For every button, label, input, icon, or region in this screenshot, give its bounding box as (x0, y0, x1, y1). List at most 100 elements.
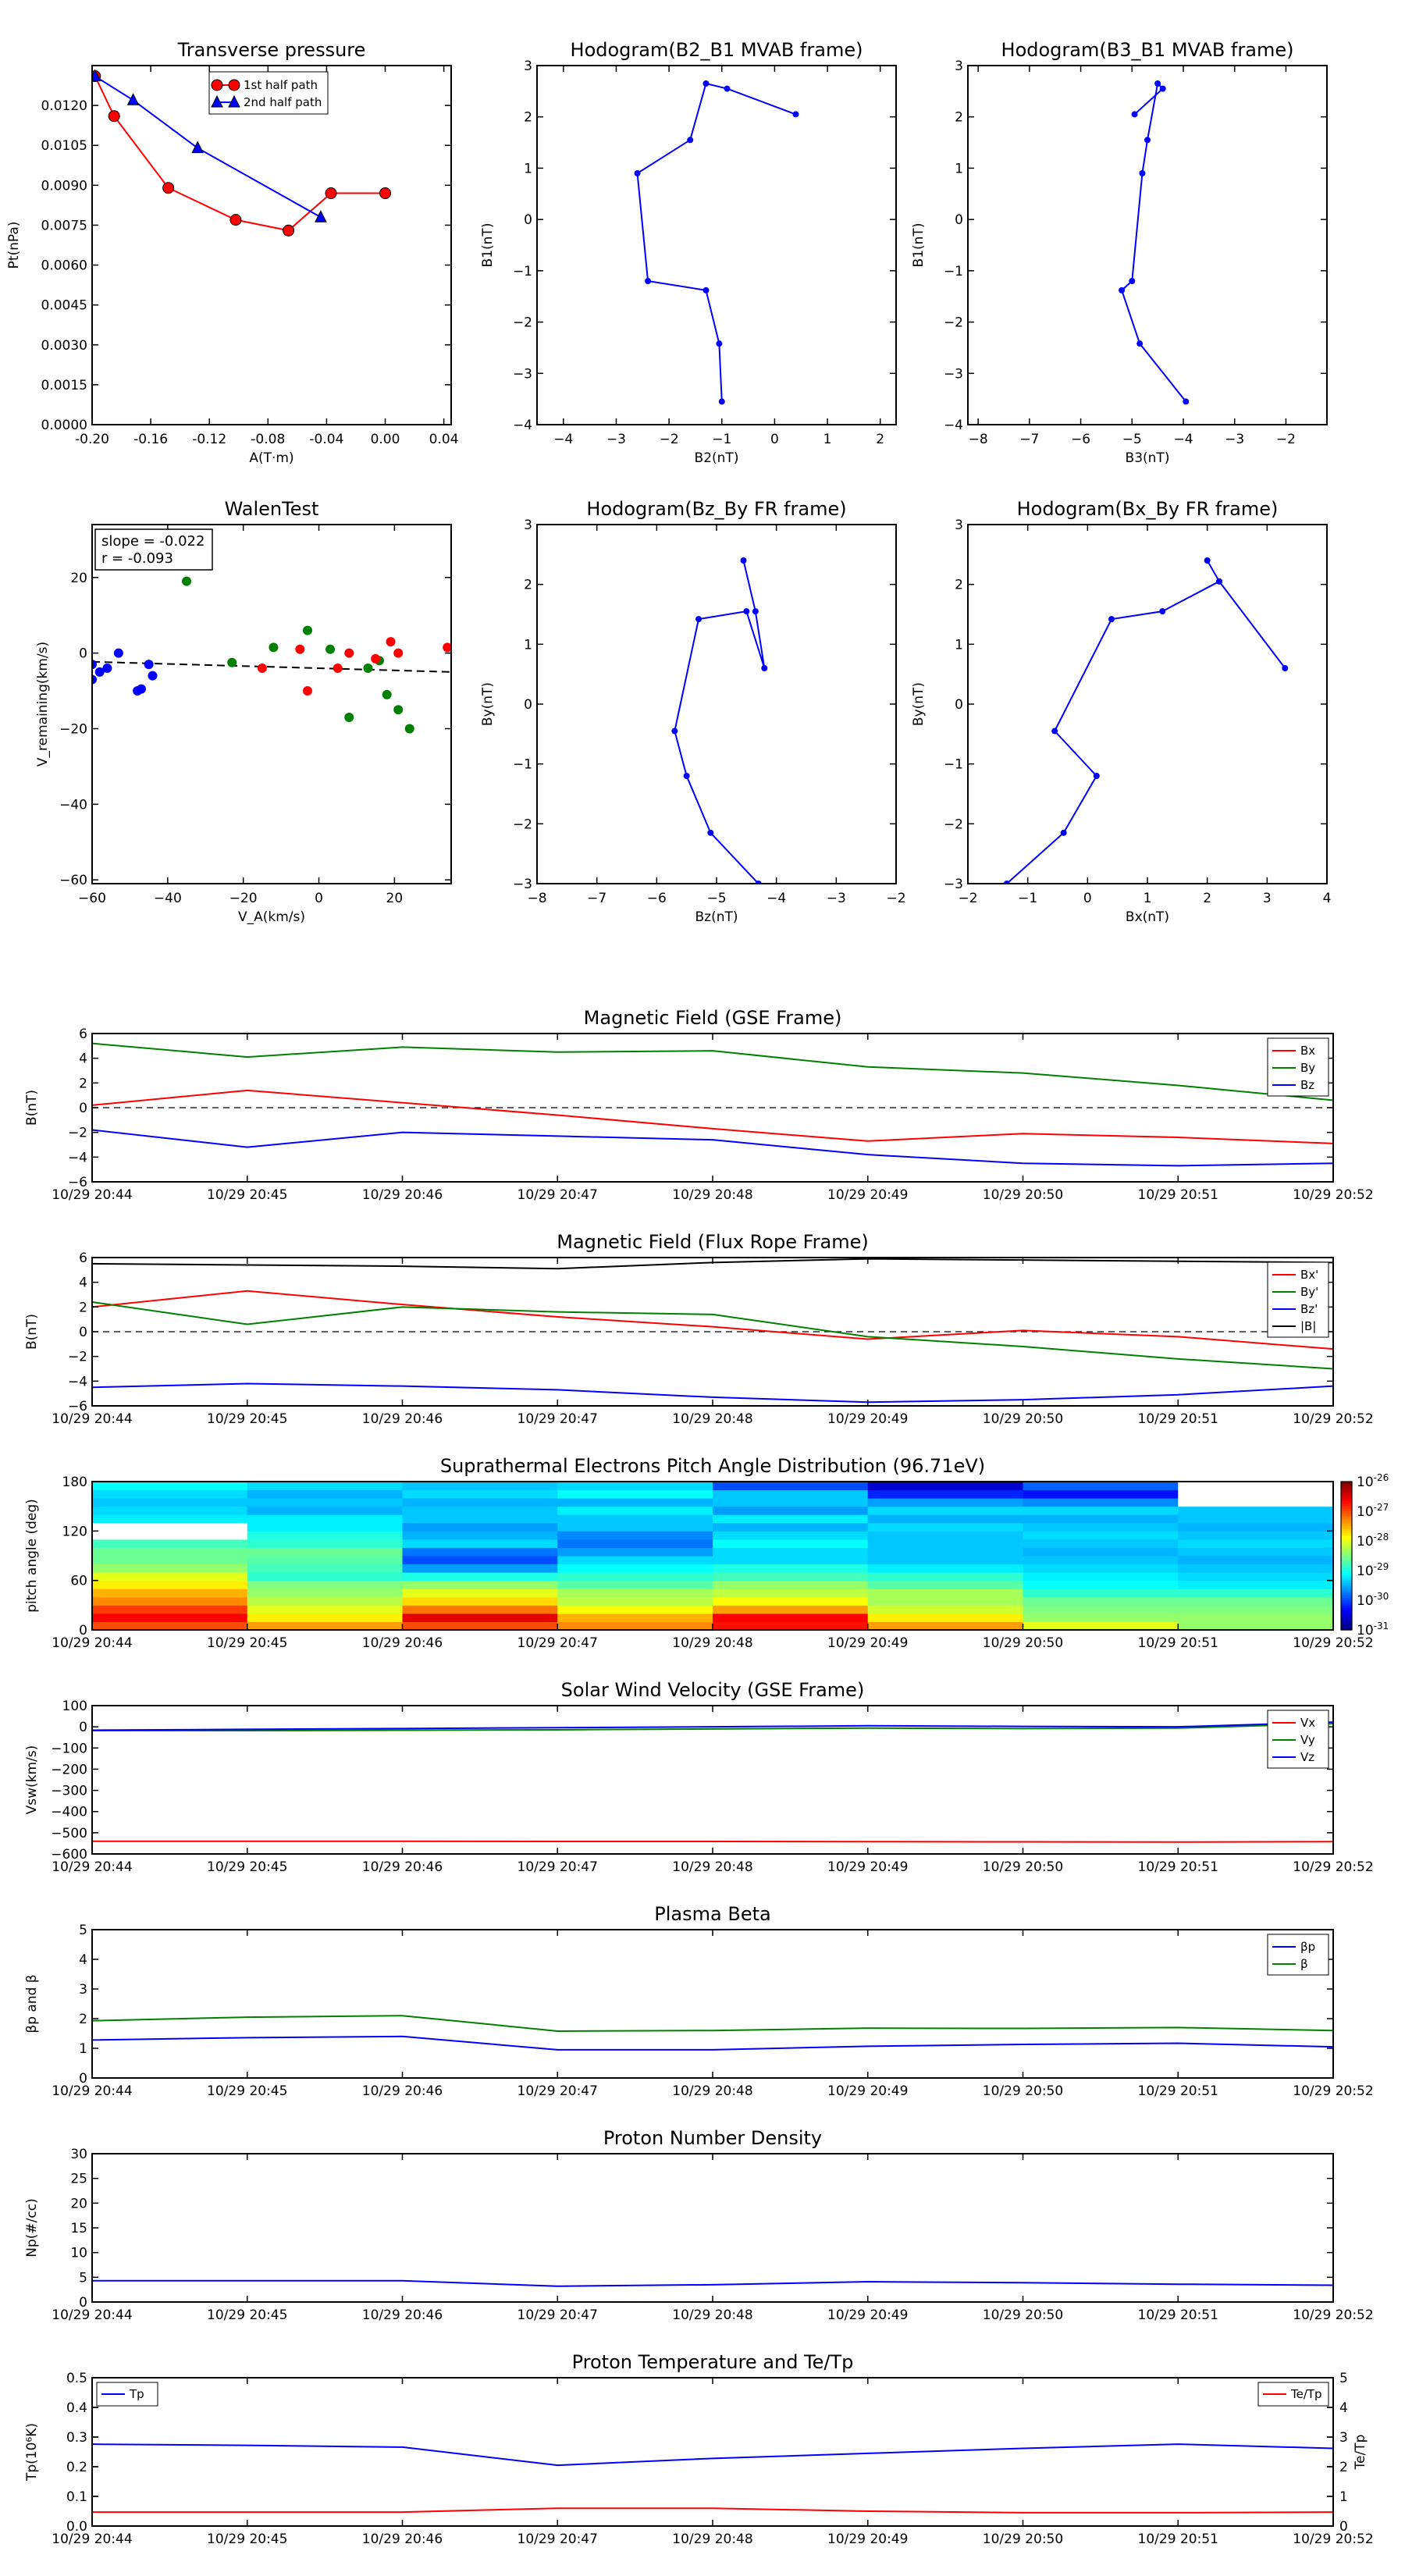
plot-frame (91, 1929, 1334, 2079)
heatmap-cell (1178, 1556, 1334, 1565)
series-line (674, 560, 766, 884)
legend-label: |B| (1300, 1319, 1316, 1333)
y-tick-label: 30 (70, 2147, 87, 2162)
heatmap-cell (867, 1564, 1023, 1573)
data-point (393, 705, 404, 715)
y-tick-label: 3 (524, 59, 532, 74)
data-point (144, 660, 154, 670)
x-tick-label: 10/29 20:48 (672, 2083, 752, 2099)
colorbar-label-base: 10 (1357, 1504, 1374, 1520)
heatmap-cell (867, 1522, 1023, 1532)
colorbar-segment (1341, 1558, 1352, 1561)
heatmap-cell (867, 1613, 1023, 1622)
x-tick-label: 10/29 20:49 (827, 2083, 908, 2099)
x-tick-label: −6 (1071, 432, 1090, 447)
heatmap-cell (713, 1514, 869, 1524)
data-point (687, 137, 694, 144)
colorbar-segment (1341, 1482, 1352, 1485)
series-line (636, 82, 796, 402)
heatmap-cell (402, 1605, 558, 1614)
x-tick-label: 10/29 20:46 (362, 2532, 443, 2547)
x-tick-label: 1 (823, 432, 832, 447)
panel-title: Proton Number Density (603, 2127, 822, 2149)
y-tick-label: −200 (51, 1762, 87, 1777)
colorbar-segment (1341, 1615, 1352, 1618)
y-tick-label: −40 (59, 797, 87, 813)
panel-title: Hodogram(B3_B1 MVAB frame) (1001, 39, 1294, 61)
y-tick-label: 3 (1339, 2430, 1348, 2446)
x-tick-label: 10/29 20:46 (362, 1859, 443, 1875)
heatmap-cell (1178, 1621, 1334, 1631)
heatmap-cell (1178, 1580, 1334, 1589)
y-tick-label: 0.2 (66, 2460, 87, 2475)
colorbar-label: 10-31 (1357, 1621, 1389, 1638)
x-tick-label: −2 (886, 891, 905, 906)
y-tick-label: −600 (51, 1847, 87, 1863)
y-axis-label: Pt(nPa) (6, 222, 22, 269)
x-tick-label: −3 (606, 432, 626, 447)
x-tick-label: 2 (1203, 891, 1211, 906)
colorbar-segment (1341, 1595, 1352, 1599)
y-tick-label: 0.0000 (41, 418, 87, 433)
data-point (1119, 286, 1126, 294)
x-tick-label: -0.04 (309, 432, 343, 447)
x-tick-label: 10/29 20:50 (983, 1411, 1063, 1427)
x-tick-label: 10/29 20:49 (827, 1635, 908, 1651)
x-tick-label: 10/29 20:48 (672, 1859, 752, 1875)
data-point (752, 608, 759, 615)
heatmap-cell (713, 1596, 869, 1606)
heatmap-cell (867, 1556, 1023, 1565)
colorbar-segment (1341, 1484, 1352, 1487)
data-point (325, 644, 336, 654)
heatmap-cell (1023, 1580, 1179, 1589)
plot-area (92, 576, 451, 734)
colorbar-segment (1341, 1588, 1352, 1591)
heatmap-cell (1023, 1531, 1179, 1540)
series-line-By' (91, 1301, 1334, 1370)
x-tick-label: 10/29 20:48 (672, 1187, 752, 1203)
heatmap-cell (402, 1589, 558, 1598)
colorbar-segment (1341, 1516, 1352, 1520)
data-point (702, 286, 710, 294)
colorbar-label-exponent: -28 (1374, 1532, 1389, 1542)
panel-title: Plasma Beta (654, 1903, 770, 1925)
y-tick-label: 0 (79, 2295, 87, 2311)
x-tick-label: −1 (712, 432, 731, 447)
heatmap-cell (1178, 1498, 1334, 1507)
data-point (269, 642, 279, 653)
data-point (1216, 578, 1222, 585)
data-point (113, 648, 123, 658)
colorbar-label-exponent: -27 (1374, 1502, 1389, 1513)
y-tick-label: 6 (79, 1251, 87, 1266)
data-point (379, 187, 392, 200)
heatmap-cell (1023, 1539, 1179, 1548)
y-tick-label: 0.0105 (41, 138, 87, 154)
heatmap-cell (92, 1613, 248, 1622)
heatmap-cell (557, 1514, 713, 1524)
plot-frame (91, 2377, 1334, 2527)
y-tick-label: 0.0030 (41, 338, 87, 354)
data-point (303, 686, 312, 696)
x-tick-label: 10/29 20:49 (827, 2307, 908, 2323)
heatmap-cell (1178, 1489, 1334, 1499)
data-point (1204, 557, 1211, 564)
heatmap-cell (92, 1596, 248, 1606)
y-tick-label: 1 (955, 637, 963, 653)
colorbar-label-base: 10 (1357, 1475, 1374, 1490)
y-tick-label: −6 (68, 1399, 87, 1414)
heatmap-cell (1023, 1547, 1179, 1557)
data-point (393, 648, 404, 658)
x-tick-label: −4 (767, 891, 786, 906)
data-point (228, 79, 240, 91)
y-tick-label: −4 (944, 418, 963, 433)
heatmap-cell (867, 1514, 1023, 1524)
x-tick-label: 10/29 20:45 (207, 2532, 287, 2547)
y-axis-label: By(nT) (480, 682, 496, 726)
plot-frame (967, 65, 1328, 425)
x-tick-label: 10/29 20:45 (207, 2083, 287, 2099)
x-tick-label: 10/29 20:48 (672, 2532, 752, 2547)
series-line-Vy (92, 1723, 1334, 1732)
colorbar-segment (1341, 1590, 1352, 1594)
data-point (443, 642, 451, 653)
x-tick-label: 10/29 20:47 (518, 2083, 598, 2099)
